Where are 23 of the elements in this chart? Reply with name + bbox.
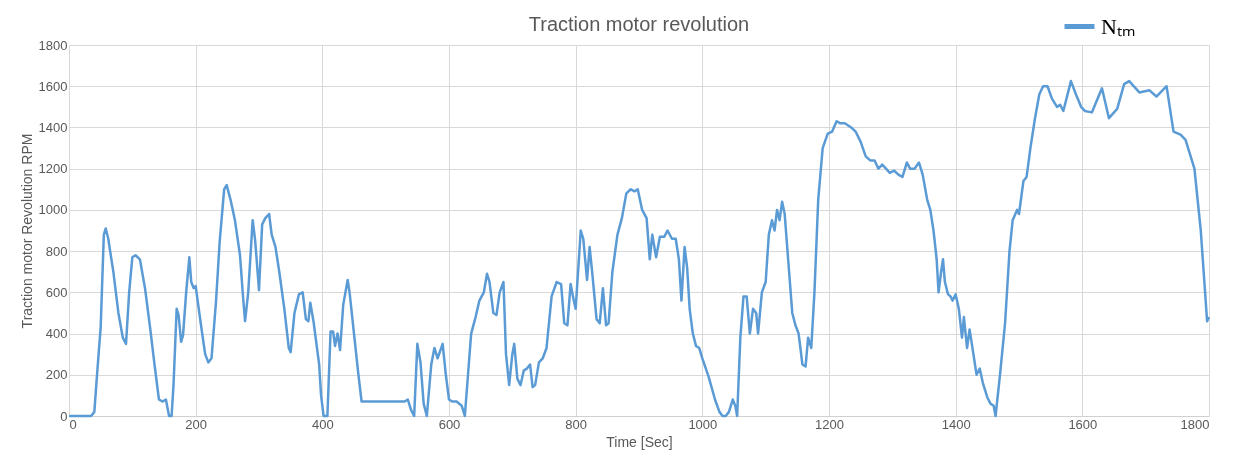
y-tick-label: 1400	[38, 119, 68, 135]
y-tick-label: 400	[45, 326, 68, 342]
x-axis-title: Time [Sec]	[606, 433, 673, 450]
legend-label: Nₜₘ	[1101, 13, 1135, 39]
y-tick-label: 800	[45, 243, 68, 259]
y-tick-label: 1000	[38, 202, 68, 218]
line-series	[67, 79, 1211, 418]
x-tick-label: 1600	[1068, 416, 1098, 432]
chart-title: Traction motor revolution	[528, 13, 750, 35]
y-tick-label: 200	[45, 367, 68, 383]
y-tick-label: 1600	[38, 78, 68, 94]
x-tick-label: 600	[438, 416, 461, 432]
x-tick-label: 800	[565, 416, 588, 432]
x-tick-label: 1200	[815, 416, 844, 432]
y-tick-label: 600	[45, 284, 68, 300]
y-tick-label: 1800	[38, 37, 68, 53]
x-tick-label: 1400	[941, 416, 971, 432]
x-tick-label: 1000	[688, 416, 718, 432]
y-axis-title: Traction motor Revolution RPM	[18, 133, 35, 329]
x-tick-label: 200	[185, 416, 208, 432]
y-tick-label: 1200	[38, 161, 68, 177]
x-tick-label: 1800	[1180, 416, 1210, 432]
x-tick-label: 400	[311, 416, 334, 432]
